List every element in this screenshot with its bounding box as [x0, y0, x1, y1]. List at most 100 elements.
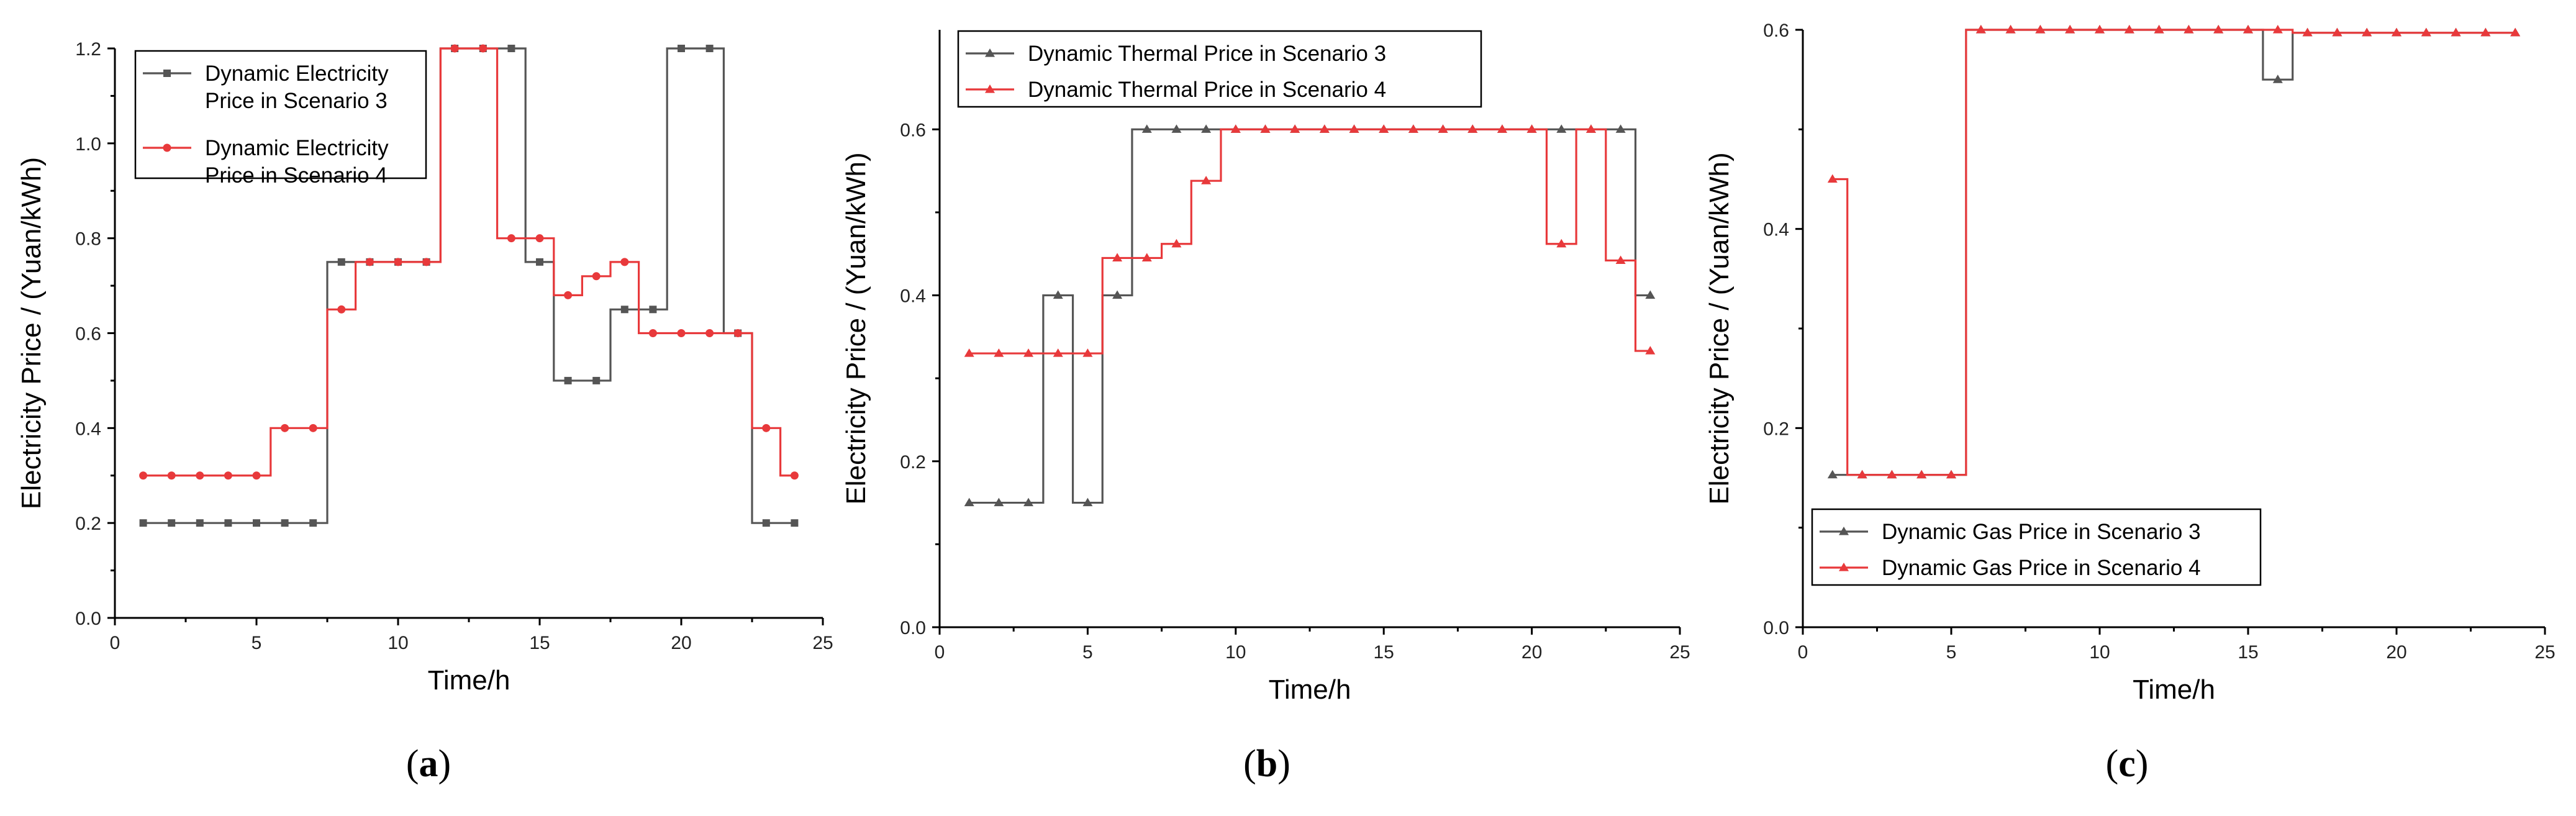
data-point [2332, 27, 2342, 37]
legend-marker [985, 84, 995, 93]
chart-panel-b: 0 5 10 15 20 25 0.0 0.2 0.4 0.6 Time/h Electricity … [841, 30, 1690, 785]
data-point [167, 471, 176, 480]
data-point [964, 497, 974, 507]
y-axis-title: Electricity Price / (Yuan/kWh) [16, 157, 47, 509]
data-point [253, 519, 260, 527]
data-point [1857, 469, 1867, 479]
y-tick-label: 0.6 [1763, 20, 1789, 41]
data-point [791, 519, 799, 527]
data-point [2184, 25, 2194, 34]
y-tick-label: 0.0 [75, 609, 101, 629]
data-point [1082, 497, 1093, 507]
x-tick-label: 5 [252, 633, 262, 653]
x-tick-label: 20 [2386, 642, 2406, 663]
y-tick-label: 0.6 [75, 324, 101, 345]
data-point [1615, 124, 1626, 133]
legend-marker [1839, 527, 1849, 535]
data-point [1290, 124, 1300, 133]
data-point [507, 45, 515, 52]
x-tick-label: 15 [1374, 642, 1394, 663]
data-point [1023, 497, 1034, 507]
data-point [994, 497, 1004, 507]
data-point [1585, 124, 1596, 133]
data-point [1916, 469, 1927, 479]
series-line-1 [1832, 29, 2516, 476]
data-point [705, 45, 714, 52]
data-point [994, 348, 1004, 357]
data-point [620, 306, 628, 314]
x-tick-label: 20 [1522, 642, 1542, 663]
y-tick-label: 0.4 [1763, 220, 1789, 240]
x-tick-label: 25 [812, 633, 833, 653]
y-axis-title: Electricity Price / (Yuan/kWh) [841, 152, 871, 504]
data-point [450, 44, 459, 53]
data-point [337, 258, 345, 266]
data-point [592, 272, 601, 281]
data-point [1171, 238, 1182, 248]
panel-label: (c) [2106, 743, 2149, 785]
y-axis-title: Electricity Price / (Yuan/kWh) [1704, 152, 1735, 504]
data-point [1023, 348, 1034, 357]
x-tick-label: 25 [1669, 642, 1690, 663]
data-point [224, 519, 232, 527]
data-point [337, 305, 346, 314]
chart-panel-c: 0 5 10 15 20 25 0.0 0.2 0.4 0.6 Time/h Electricity … [1704, 20, 2556, 785]
data-point [2065, 25, 2075, 34]
data-point [705, 329, 714, 337]
legend-marker [985, 48, 995, 57]
series-line-2 [1832, 29, 2516, 476]
data-point [1230, 124, 1241, 133]
y-tick-label: 0.2 [75, 514, 101, 534]
data-point [422, 258, 431, 266]
x-axis-title: Time/h [428, 665, 510, 696]
data-point [762, 519, 770, 527]
data-point [1887, 469, 1897, 479]
data-point [1497, 124, 1507, 133]
data-point [1319, 124, 1330, 133]
data-point [1556, 238, 1567, 248]
y-tick-label: 0.2 [1763, 419, 1789, 439]
y-tick-label: 1.2 [75, 39, 101, 60]
data-point [1946, 469, 1956, 479]
data-point [564, 291, 573, 299]
x-tick-label: 15 [529, 633, 550, 653]
data-point [479, 44, 488, 53]
legend-label: Dynamic Thermal Price in Scenario 4 [1028, 78, 1386, 102]
data-point [2035, 25, 2046, 34]
y-tick-label: 0.2 [900, 452, 926, 473]
data-point [139, 519, 147, 527]
data-point [2392, 27, 2401, 37]
data-point [1201, 176, 1212, 184]
data-point [536, 258, 543, 266]
data-point [1827, 174, 1838, 183]
data-point [1408, 124, 1418, 133]
data-point [1082, 348, 1093, 357]
y-tick-label: 0.4 [900, 286, 926, 307]
data-point [2362, 27, 2372, 37]
data-point [1975, 25, 1986, 34]
legend-label: Dynamic Electricity [205, 136, 389, 160]
x-tick-label: 15 [2238, 642, 2258, 663]
panel-label: (a) [406, 743, 451, 785]
y-tick-label: 0.0 [1763, 618, 1789, 638]
data-point [2510, 27, 2521, 37]
data-point [281, 424, 289, 432]
data-point [507, 234, 515, 243]
data-point [1615, 255, 1626, 265]
legend-box [1811, 508, 2262, 586]
data-point [365, 258, 374, 266]
x-tick-label: 25 [2534, 642, 2555, 663]
data-point [2451, 27, 2461, 37]
chart-panel-a: 0 5 10 15 20 25 0.0 0.2 0.4 0.6 0.8 1.0 1.2 Time/h Ele… [16, 39, 833, 785]
data-point [1827, 469, 1838, 479]
data-point [2302, 27, 2313, 37]
x-tick-label: 0 [110, 633, 120, 653]
data-point [2421, 27, 2431, 37]
data-point [535, 234, 544, 243]
data-point [2124, 25, 2134, 34]
x-tick-label: 10 [1225, 642, 1246, 663]
data-point [168, 519, 176, 527]
x-tick-label: 0 [935, 642, 945, 663]
x-tick-label: 0 [1798, 642, 1808, 663]
